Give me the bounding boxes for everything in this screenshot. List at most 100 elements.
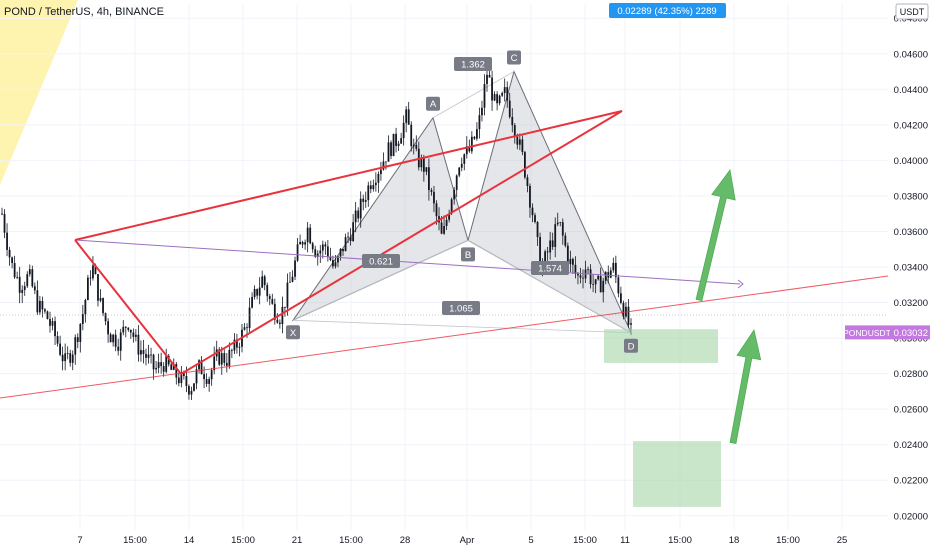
candle-body bbox=[443, 225, 445, 234]
candle-body bbox=[185, 375, 188, 387]
candle-body bbox=[200, 360, 203, 375]
candle-body bbox=[246, 327, 248, 329]
candle-body bbox=[79, 323, 82, 342]
candle-body bbox=[129, 329, 132, 333]
pattern-point-label-background bbox=[426, 96, 440, 111]
pattern-point-label: D bbox=[628, 341, 635, 352]
candle-body bbox=[210, 370, 213, 380]
candle-body bbox=[218, 349, 221, 365]
symbol-tag-label: PONDUSDT bbox=[843, 328, 891, 338]
candle-body bbox=[481, 107, 483, 116]
current-price-label: 0.03032 bbox=[894, 328, 928, 339]
candle-body bbox=[18, 276, 21, 293]
horizontal-ray-line[interactable] bbox=[74, 239, 741, 285]
candle-body bbox=[271, 299, 274, 304]
candle-body bbox=[157, 362, 160, 368]
candle-body bbox=[94, 265, 97, 275]
trend-lines[interactable] bbox=[0, 110, 889, 399]
pattern-labels: X A B C D 1.362 0.621 1.574 1.065 0.02289 (42.35%… bbox=[286, 3, 726, 353]
candle-body bbox=[258, 287, 261, 296]
candle-body bbox=[372, 185, 375, 190]
x-tick-label: 14 bbox=[184, 535, 195, 546]
candle-body bbox=[51, 321, 54, 326]
candle-body bbox=[311, 243, 314, 250]
harmonic-pattern[interactable] bbox=[291, 70, 633, 334]
pattern-point-label-background bbox=[286, 325, 300, 340]
candle-body bbox=[243, 327, 246, 330]
candle-body bbox=[99, 298, 102, 301]
candle-body bbox=[551, 240, 554, 247]
candles bbox=[1, 64, 632, 400]
rising-wedge-pattern[interactable] bbox=[74, 110, 623, 376]
candle-body bbox=[450, 199, 453, 214]
candle-body bbox=[107, 321, 109, 335]
target-zone[interactable] bbox=[633, 441, 721, 507]
candle-body bbox=[559, 222, 562, 223]
candle-body bbox=[498, 95, 501, 104]
projection-arrows[interactable] bbox=[695, 169, 762, 445]
up-arrow-icon[interactable] bbox=[695, 169, 736, 302]
up-arrow-icon[interactable] bbox=[729, 329, 762, 445]
candle-body bbox=[104, 313, 107, 322]
candle-body bbox=[337, 256, 339, 263]
candle-body bbox=[289, 281, 291, 283]
candle-body bbox=[299, 241, 301, 245]
candle-body bbox=[529, 185, 531, 208]
candle-body bbox=[61, 354, 64, 362]
candle-body bbox=[617, 277, 620, 294]
currency-button[interactable] bbox=[895, 3, 929, 20]
candle-body bbox=[76, 337, 79, 342]
x-tick-label: Apr bbox=[460, 535, 475, 546]
candle-body bbox=[430, 190, 433, 192]
candle-body bbox=[486, 74, 488, 84]
candle-body bbox=[369, 185, 372, 190]
price-axis[interactable]: 0.048000.046000.044000.042000.040000.038… bbox=[843, 0, 932, 550]
candle-body bbox=[518, 139, 521, 145]
candle-body bbox=[64, 353, 67, 362]
range-measure-background[interactable] bbox=[609, 3, 726, 18]
candle-body bbox=[316, 253, 319, 257]
pattern-point-label-background bbox=[507, 50, 521, 65]
candle-body bbox=[314, 249, 317, 257]
candle-body bbox=[38, 300, 41, 313]
candle-body bbox=[268, 296, 271, 300]
candle-body bbox=[415, 144, 418, 149]
candle-body bbox=[420, 158, 423, 168]
time-axis[interactable]: 7 15:00 14 15:00 21 15:00 28 Apr 5 15:00 11 15:00 18… bbox=[77, 535, 847, 546]
fib-ratio-label-background bbox=[442, 301, 480, 315]
x-tick-label: 15:00 bbox=[573, 535, 597, 546]
candle-body bbox=[208, 379, 211, 384]
candle-body bbox=[11, 257, 14, 264]
candle-body bbox=[1, 213, 3, 215]
candle-body bbox=[140, 350, 142, 355]
candle-body bbox=[569, 258, 572, 265]
fib-ratio-label: 0.621 bbox=[369, 257, 393, 268]
candle-body bbox=[296, 244, 299, 261]
candle-body bbox=[374, 182, 377, 186]
target-zones[interactable] bbox=[604, 329, 721, 507]
candle-body bbox=[407, 109, 410, 125]
candle-body bbox=[44, 309, 46, 312]
candle-body bbox=[506, 87, 509, 101]
fib-ratio-label: 1.574 bbox=[538, 264, 562, 275]
candle-body bbox=[236, 339, 238, 348]
target-zone[interactable] bbox=[604, 329, 718, 363]
current-price-background bbox=[890, 325, 930, 340]
candle-body bbox=[455, 175, 458, 190]
fib-ratio-label-background bbox=[454, 57, 492, 71]
x-tick-label: 15:00 bbox=[123, 535, 147, 546]
candle-body bbox=[36, 290, 39, 313]
candle-body bbox=[344, 237, 347, 252]
candle-body bbox=[150, 354, 152, 356]
y-tick-label: 0.04600 bbox=[894, 49, 928, 60]
candle-body bbox=[119, 332, 122, 351]
candle-body bbox=[326, 246, 329, 258]
support-trendline[interactable] bbox=[0, 275, 889, 399]
candle-body bbox=[3, 213, 6, 233]
x-tick-label: 15:00 bbox=[668, 535, 692, 546]
candle-body bbox=[561, 222, 564, 236]
candle-body bbox=[276, 319, 279, 323]
y-tick-label: 0.03600 bbox=[894, 227, 928, 238]
candle-body bbox=[56, 336, 59, 344]
